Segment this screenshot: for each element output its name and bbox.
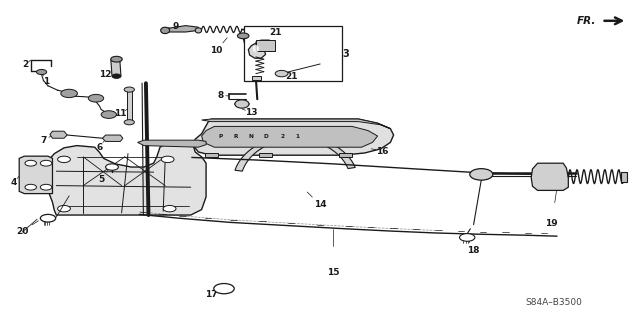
Circle shape (124, 87, 134, 92)
Circle shape (25, 160, 36, 166)
Text: 10: 10 (210, 46, 223, 55)
Text: 20: 20 (16, 227, 29, 236)
Text: 14: 14 (314, 200, 326, 209)
Text: S84A–B3500: S84A–B3500 (525, 298, 582, 307)
Bar (259, 153, 272, 157)
Polygon shape (256, 40, 275, 51)
Circle shape (101, 111, 116, 118)
Text: N: N (248, 134, 253, 140)
Circle shape (61, 89, 77, 98)
Ellipse shape (195, 28, 202, 33)
Circle shape (214, 284, 234, 294)
Polygon shape (248, 43, 266, 58)
Circle shape (470, 169, 493, 180)
Text: 7: 7 (40, 136, 47, 145)
Text: 3: 3 (342, 49, 349, 60)
Text: 17: 17 (205, 290, 218, 299)
Text: D: D (263, 134, 268, 140)
Bar (621, 172, 627, 182)
Circle shape (40, 184, 52, 190)
Circle shape (237, 33, 249, 39)
Circle shape (25, 184, 36, 190)
Text: 8: 8 (218, 91, 224, 100)
Polygon shape (50, 131, 67, 138)
Text: 16: 16 (376, 147, 389, 156)
Bar (256, 40, 275, 51)
Polygon shape (102, 135, 123, 141)
Circle shape (275, 70, 288, 77)
Text: 6: 6 (96, 143, 102, 152)
Polygon shape (165, 26, 198, 32)
Text: 18: 18 (467, 246, 480, 255)
Ellipse shape (253, 45, 259, 52)
Circle shape (40, 160, 52, 166)
Text: 19: 19 (545, 219, 558, 228)
Circle shape (124, 120, 134, 125)
Polygon shape (235, 135, 355, 171)
Text: 12: 12 (99, 70, 112, 79)
Bar (339, 153, 352, 157)
Polygon shape (202, 126, 378, 147)
Circle shape (460, 234, 475, 241)
Bar (252, 76, 261, 80)
Polygon shape (19, 156, 52, 194)
Circle shape (58, 156, 70, 163)
Bar (111, 60, 121, 76)
Circle shape (58, 205, 70, 212)
Text: 5: 5 (98, 175, 104, 184)
Text: 2: 2 (22, 60, 29, 68)
Circle shape (163, 205, 176, 212)
Circle shape (112, 74, 121, 78)
Text: 1: 1 (296, 134, 300, 140)
Circle shape (36, 69, 47, 75)
Text: 9: 9 (173, 22, 179, 31)
Circle shape (111, 56, 122, 62)
Ellipse shape (235, 100, 249, 108)
Text: 21: 21 (285, 72, 298, 81)
Circle shape (88, 94, 104, 102)
Text: 15: 15 (326, 268, 339, 277)
Text: 21: 21 (269, 28, 282, 37)
Bar (205, 153, 218, 157)
Text: 1: 1 (43, 77, 49, 86)
Text: R: R (233, 134, 238, 140)
Circle shape (161, 156, 174, 163)
Text: 4: 4 (11, 178, 17, 187)
Text: FR.: FR. (577, 16, 596, 26)
Text: 11: 11 (114, 109, 127, 118)
Polygon shape (193, 119, 394, 155)
Polygon shape (202, 119, 390, 129)
Polygon shape (46, 142, 206, 215)
FancyBboxPatch shape (244, 26, 342, 81)
Circle shape (40, 214, 56, 222)
Text: 13: 13 (244, 108, 257, 117)
Polygon shape (138, 140, 206, 147)
Text: 2: 2 (281, 134, 285, 140)
Bar (127, 90, 132, 122)
Text: P: P (219, 134, 223, 140)
Polygon shape (531, 163, 568, 190)
Circle shape (106, 164, 118, 170)
Ellipse shape (161, 27, 170, 34)
